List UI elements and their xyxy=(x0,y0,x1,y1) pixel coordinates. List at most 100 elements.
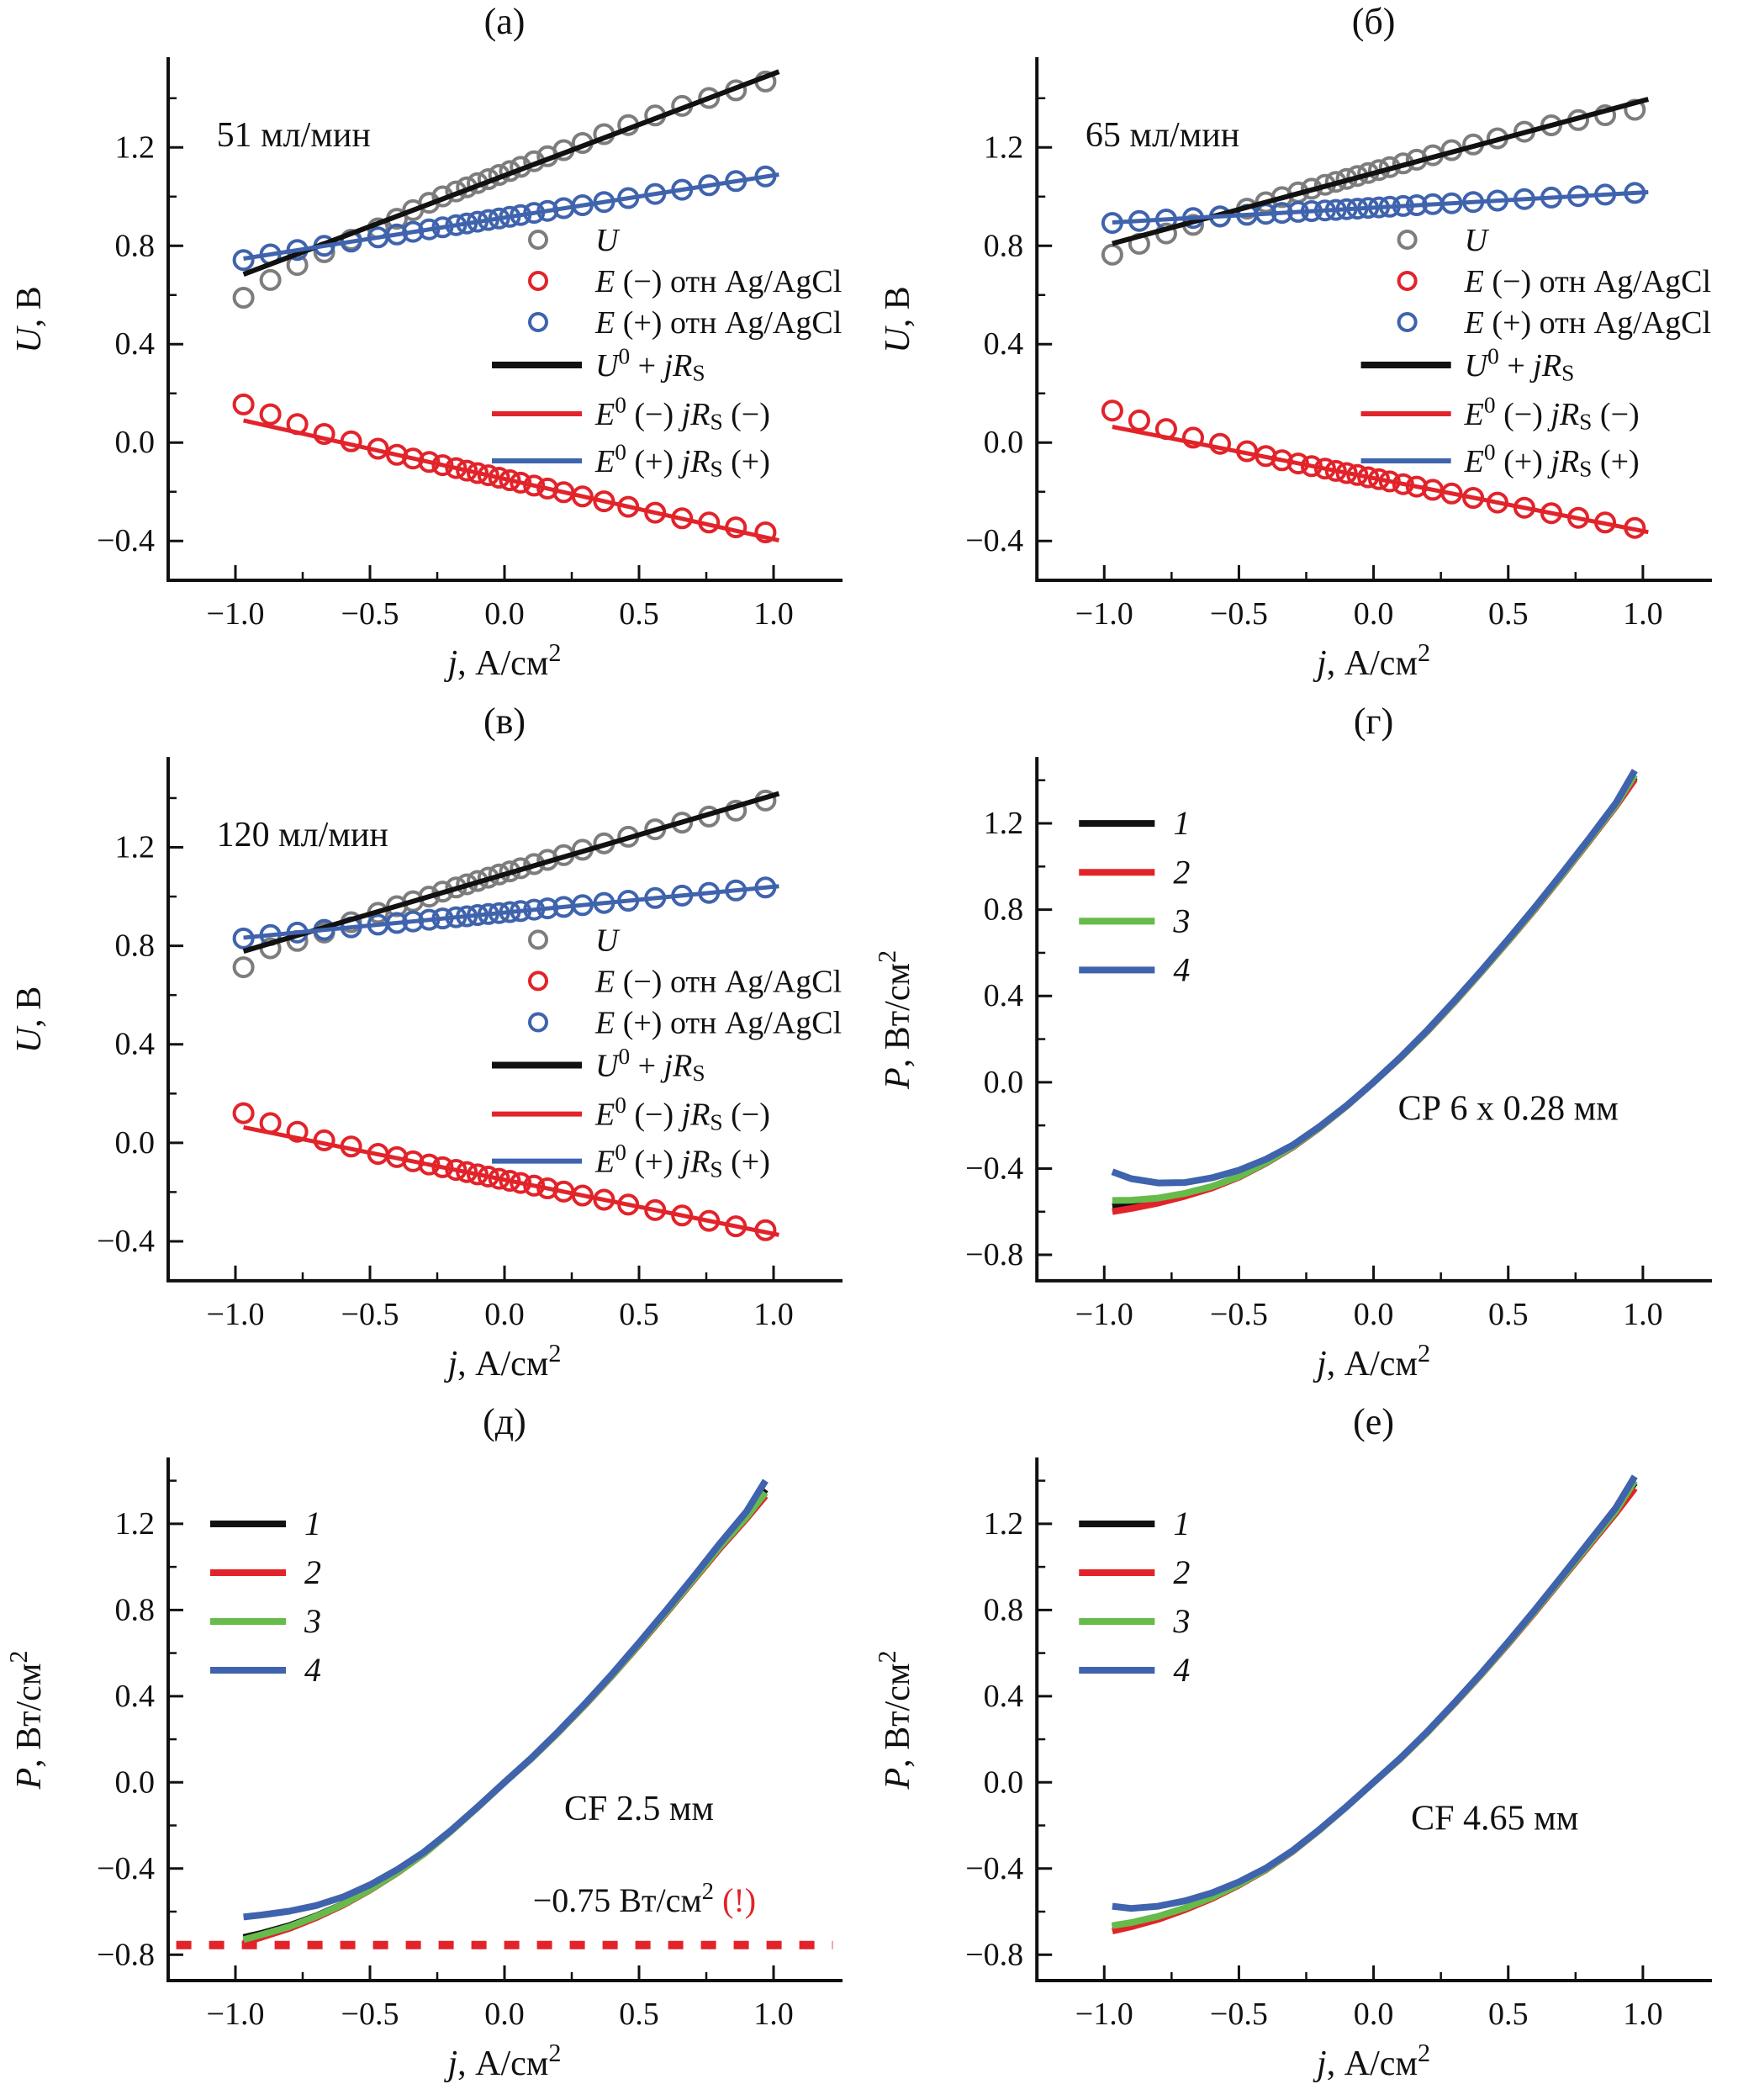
data-point xyxy=(1208,432,1232,455)
text-segment: E xyxy=(594,397,615,432)
text-segment: , А/см xyxy=(457,2044,548,2083)
series-group xyxy=(176,1478,833,1949)
panel-b: −1.0 −0.5 0.0 0.5 1.0 −0.4 0.0 0.4 0.8 1.2 j, А/см… xyxy=(879,1,1712,683)
y-tick-label: 0.4 xyxy=(115,326,156,362)
legend-label: 3 xyxy=(1172,902,1190,939)
annotation: 120 мл/мин xyxy=(217,816,388,854)
y-tick-label: −0.4 xyxy=(965,523,1023,558)
panel-title: (в) xyxy=(483,701,526,742)
x-tick-label: 1.0 xyxy=(1623,596,1663,632)
y-tick-label: −0.4 xyxy=(965,1151,1023,1186)
x-tick-label: −1.0 xyxy=(207,1297,265,1332)
text-segment: jR xyxy=(660,1049,693,1084)
text-segment: (+) xyxy=(1592,444,1639,479)
x-tick-label: −0.5 xyxy=(341,1997,399,2032)
text-segment: jR xyxy=(1529,348,1561,384)
line-curve-4 xyxy=(1111,769,1638,1187)
text-segment: (+) отн Ag/AgCl xyxy=(615,305,842,341)
axis-spines xyxy=(1035,1457,1712,1982)
axis-spines xyxy=(1035,57,1712,582)
axis-spines xyxy=(166,757,843,1283)
text-segment: j xyxy=(1313,2044,1327,2083)
text-segment: (−) xyxy=(1496,397,1551,432)
text-segment: E xyxy=(594,964,615,999)
text-segment: 2 xyxy=(702,1878,714,1905)
legend-marker-circle xyxy=(528,929,548,950)
x-tick-label: 1.0 xyxy=(753,1297,794,1332)
text-segment: E xyxy=(594,305,615,341)
y-tick-label: 0.8 xyxy=(115,228,156,263)
series-group xyxy=(1111,1474,1638,1935)
text-segment: U xyxy=(10,1025,49,1053)
legend-label: 1 xyxy=(304,1505,321,1542)
y-axis-label: U, В xyxy=(10,286,49,352)
y-tick-label: 0.0 xyxy=(984,1065,1024,1100)
line-curve-2 xyxy=(1112,777,1638,1215)
panel-title: (а) xyxy=(484,1,526,42)
text-segment: (+) xyxy=(723,444,770,479)
text-segment: jR xyxy=(678,397,711,432)
line-E-neg-fit xyxy=(1112,425,1649,535)
text-segment: E xyxy=(1464,305,1484,341)
y-tick-label: 0.4 xyxy=(115,1679,156,1714)
y-tick-label: 0.8 xyxy=(984,1592,1024,1627)
panel-title: (е) xyxy=(1353,1401,1394,1442)
text-segment: (+) xyxy=(723,1145,770,1180)
text-segment: P xyxy=(879,1067,917,1090)
legend: 1 2 3 4 xyxy=(1079,1505,1190,1689)
x-axis-label: j, А/см2 xyxy=(1313,2039,1430,2083)
text-segment: j xyxy=(443,2044,457,2083)
legend-label: E0 (−) jRS (−) xyxy=(1464,393,1640,435)
x-tick-label: 0.5 xyxy=(619,1997,659,2032)
series-group xyxy=(232,69,780,543)
text-segment: 4 xyxy=(1173,1651,1190,1689)
legend-label: 2 xyxy=(1173,853,1190,891)
text-segment: , Вт/см xyxy=(879,1664,917,1768)
y-tick-label: 0.0 xyxy=(984,425,1024,460)
y-tick-label: 0.0 xyxy=(984,1764,1024,1800)
text-segment: jR xyxy=(1546,444,1579,479)
panel-g: −1.0 −0.5 0.0 0.5 1.0−0.8−0.40.00.40.81.2j, … xyxy=(873,701,1712,1383)
text-segment: 0 xyxy=(615,440,626,465)
text-segment: , В xyxy=(10,987,49,1028)
legend-marker-circle xyxy=(1397,230,1418,250)
text-segment: CF 2.5 мм xyxy=(564,1790,714,1828)
text-segment: (−) xyxy=(723,1098,770,1133)
line-curve-1 xyxy=(1112,775,1638,1210)
text-segment: jR xyxy=(678,1098,711,1133)
y-axis-label: P, Вт/см2 xyxy=(873,950,917,1090)
y-tick-label: 0.8 xyxy=(984,228,1024,263)
text-segment: + xyxy=(630,348,663,384)
text-segment: 2 xyxy=(1418,638,1430,667)
panel-a: −1.0 −0.5 0.0 0.5 1.0 −0.4 0.0 0.4 0.8 1.2 j, А/см… xyxy=(10,1,843,683)
x-axis-label: j, А/см2 xyxy=(444,1339,562,1383)
scatter-U-data xyxy=(232,789,777,979)
line-curve-2 xyxy=(1111,1486,1638,1935)
line-curve-1 xyxy=(242,1487,769,1941)
y-axis-label: P, Вт/см2 xyxy=(4,1650,49,1790)
text-segment: + xyxy=(1499,348,1533,384)
legend-label: 1 xyxy=(1173,804,1190,842)
text-segment: S xyxy=(1561,361,1574,386)
legend-marker-circle xyxy=(1397,312,1418,332)
text-segment: + xyxy=(630,1049,663,1084)
panel-d: −1.0 −0.5 0.0 0.5 1.0−0.8−0.40.00.40.81.2j, … xyxy=(4,1401,843,2083)
line-curve-4 xyxy=(243,1478,769,1921)
text-segment: (+) xyxy=(626,444,682,479)
legend-label: U xyxy=(1465,223,1490,258)
x-tick-label: 0.0 xyxy=(484,1297,525,1332)
text-segment: 2 xyxy=(1173,853,1190,891)
annotation: 51 мл/мин xyxy=(217,116,371,155)
y-tick-label: 1.2 xyxy=(984,1506,1024,1542)
x-tick-label: 0.5 xyxy=(619,596,659,632)
text-segment: P xyxy=(10,1768,49,1791)
y-tick-label: 0.8 xyxy=(114,928,155,964)
text-segment: E xyxy=(1464,444,1484,479)
text-segment: , Вт/см xyxy=(879,963,917,1067)
line-E-neg-fit xyxy=(243,1124,779,1237)
legend-label: E (+) отн Ag/AgCl xyxy=(1464,305,1711,341)
y-tick-label: 1.2 xyxy=(984,130,1024,165)
x-tick-label: 0.0 xyxy=(1354,1997,1394,2032)
